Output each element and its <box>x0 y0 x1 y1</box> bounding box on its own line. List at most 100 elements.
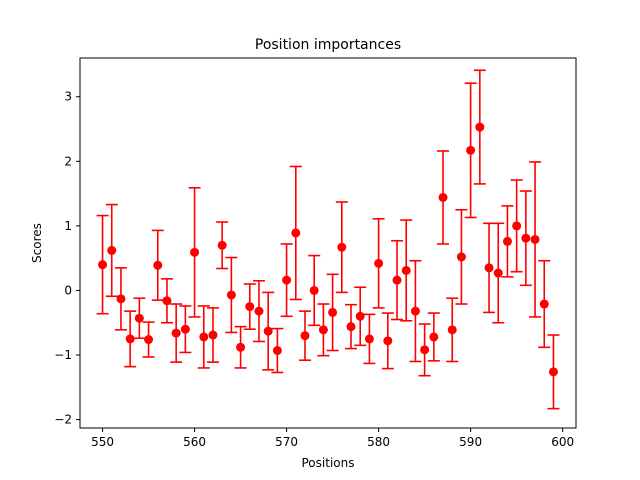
y-tick-label: 1 <box>64 219 72 233</box>
y-tick-label: 3 <box>64 90 72 104</box>
data-point-marker <box>374 258 384 268</box>
y-axis: −2 −1 0 1 2 3 <box>54 90 80 427</box>
data-point-marker <box>521 233 531 243</box>
data-point-marker <box>263 326 273 336</box>
data-point-marker <box>208 330 218 340</box>
data-point-marker <box>383 336 393 346</box>
data-point-group <box>280 243 293 318</box>
data-point-group <box>538 259 551 349</box>
data-point-marker <box>355 311 365 321</box>
data-point-group <box>354 286 367 347</box>
data-point-group <box>345 303 358 350</box>
data-point-marker <box>180 324 190 334</box>
x-tick-label: 560 <box>183 435 206 449</box>
data-point-marker <box>300 331 310 341</box>
data-point-marker <box>539 299 549 309</box>
data-point-group <box>326 273 339 352</box>
data-point-group <box>216 221 229 270</box>
data-point-group <box>455 208 468 305</box>
x-tick-label: 570 <box>275 435 298 449</box>
data-point-marker <box>282 275 292 285</box>
data-point-marker <box>236 342 246 352</box>
data-point-marker <box>153 260 163 270</box>
data-point-marker <box>346 322 356 332</box>
y-tick-label: 2 <box>64 154 72 168</box>
plot-layer <box>96 69 560 410</box>
data-point-marker <box>429 332 439 342</box>
data-point-group <box>298 310 311 361</box>
data-point-group <box>206 307 219 363</box>
data-point-group <box>409 259 422 363</box>
data-point-marker <box>484 263 494 273</box>
data-point-group <box>170 303 183 363</box>
data-point-marker <box>162 296 172 306</box>
data-point-group <box>501 205 514 278</box>
data-point-marker <box>190 247 200 257</box>
data-point-group <box>243 283 256 331</box>
x-tick-label: 580 <box>367 435 390 449</box>
data-point-marker <box>309 285 319 295</box>
data-point-marker <box>199 332 209 342</box>
data-point-group <box>317 303 330 357</box>
data-point-group <box>151 229 164 301</box>
data-point-marker <box>392 275 402 285</box>
data-point-group <box>464 82 477 219</box>
data-point-marker <box>217 240 227 250</box>
data-point-group <box>510 179 523 273</box>
data-point-marker <box>447 325 457 335</box>
data-point-group <box>529 161 542 318</box>
data-point-group <box>271 327 284 374</box>
x-axis-label: Positions <box>302 456 355 470</box>
data-point-group <box>483 222 496 314</box>
chart-title: Position importances <box>255 37 401 53</box>
data-point-group <box>179 305 192 354</box>
data-point-marker <box>291 228 301 238</box>
data-point-group <box>197 305 210 369</box>
data-point-group <box>105 203 118 298</box>
y-tick-label: 0 <box>64 283 72 297</box>
data-point-marker <box>125 334 135 344</box>
data-point-marker <box>144 335 154 345</box>
data-point-marker <box>512 221 522 231</box>
data-point-group <box>391 239 404 321</box>
data-point-marker <box>226 290 236 300</box>
data-point-group <box>400 219 413 322</box>
data-point-group <box>492 222 505 324</box>
data-point-group <box>124 310 137 368</box>
data-point-group <box>372 217 385 309</box>
data-point-group <box>363 313 376 365</box>
data-point-group <box>262 291 275 371</box>
data-point-group <box>519 190 532 287</box>
data-point-marker <box>107 245 117 255</box>
data-point-group <box>437 150 450 245</box>
data-point-group <box>225 256 238 334</box>
data-point-marker <box>456 252 466 262</box>
data-point-group <box>473 69 486 185</box>
data-point-marker <box>438 192 448 202</box>
data-point-group <box>335 201 348 294</box>
data-point-group <box>142 321 155 358</box>
data-point-group <box>252 279 265 343</box>
data-point-marker <box>134 313 144 323</box>
data-point-marker <box>254 306 264 316</box>
data-point-marker <box>548 367 558 377</box>
data-point-marker <box>401 265 411 275</box>
data-point-marker <box>328 307 338 317</box>
data-point-group <box>188 186 201 318</box>
y-tick-label: −1 <box>54 348 72 362</box>
data-point-marker <box>364 334 374 344</box>
data-point-marker <box>318 325 328 335</box>
data-point-marker <box>530 234 540 244</box>
data-point-group <box>160 278 173 324</box>
data-point-group <box>308 254 321 327</box>
data-point-group <box>234 325 247 369</box>
plot-frame <box>79 57 577 429</box>
data-point-marker <box>116 294 126 304</box>
data-point-group <box>381 312 394 370</box>
data-point-group <box>133 297 146 340</box>
x-tick-label: 590 <box>459 435 482 449</box>
data-point-marker <box>493 268 503 278</box>
x-axis: 550 560 570 580 590 600 <box>91 428 574 449</box>
